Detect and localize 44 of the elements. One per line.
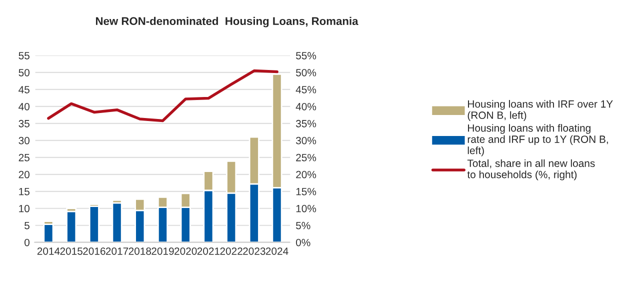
line-series <box>47 69 278 122</box>
y2-tick-label: 40% <box>296 102 316 110</box>
y-tick-label: 40 <box>18 102 30 110</box>
y-tick-label: 30 <box>18 136 30 144</box>
y2-tick-label: 35% <box>296 120 316 128</box>
y2-tick-label: 55% <box>296 52 316 60</box>
x-tick-label: 2024 <box>266 247 288 255</box>
x-tick-label: 2020 <box>174 247 197 255</box>
bar <box>43 224 54 242</box>
y2-tick-label: 5% <box>296 222 310 230</box>
legend-label: Housing loans with IRF over 1Y (RON B, left) <box>468 100 613 121</box>
y-tick-label: 45 <box>18 86 30 94</box>
x-tick-label: 2019 <box>152 247 174 255</box>
y-tick-label: 20 <box>18 170 30 178</box>
y-tick-label: 35 <box>18 120 30 128</box>
bar <box>112 202 122 242</box>
y2-tick-label: 15% <box>296 188 316 196</box>
y2-tick-label: 30% <box>296 136 316 144</box>
x-tick-label: 2018 <box>128 247 152 255</box>
y2-tick-label: 20% <box>296 170 316 178</box>
y2-tick-label: 45% <box>296 86 316 94</box>
y-tick-label: 50 <box>18 68 30 76</box>
x-tick-label: 2021 <box>197 247 220 255</box>
x-tick-label: 2023 <box>243 247 266 255</box>
x-tick-label: 2016 <box>83 247 106 255</box>
y-tick-label: 55 <box>18 52 30 60</box>
legend-label: Housing loans with floating rate and IRF up to 1Y (RON B, left) <box>468 124 608 156</box>
y2-tick-label: 10% <box>296 204 316 212</box>
x-tick-label: 2017 <box>106 247 128 255</box>
y2-tick-label: 25% <box>296 154 316 162</box>
y-tick-label: 5 <box>24 222 30 230</box>
y2-tick-label: 50% <box>296 68 316 76</box>
y-tick-label: 0 <box>24 238 30 246</box>
legend-label: Total, share in all new loans to households (%, right) <box>467 159 595 180</box>
y-tick-label: 15 <box>19 188 30 196</box>
bar <box>88 206 100 242</box>
y-tick-label: 25 <box>18 154 30 162</box>
y2-tick-label: 0% <box>296 238 310 246</box>
x-tick-label: 2022 <box>220 247 242 255</box>
x-tick-label: 2014 <box>37 247 60 255</box>
y-tick-label: 10 <box>19 204 30 212</box>
chart-title: New RON-denominated Housing Loans, Romania <box>96 16 358 28</box>
bar <box>66 210 77 242</box>
x-tick-label: 2015 <box>60 247 82 255</box>
